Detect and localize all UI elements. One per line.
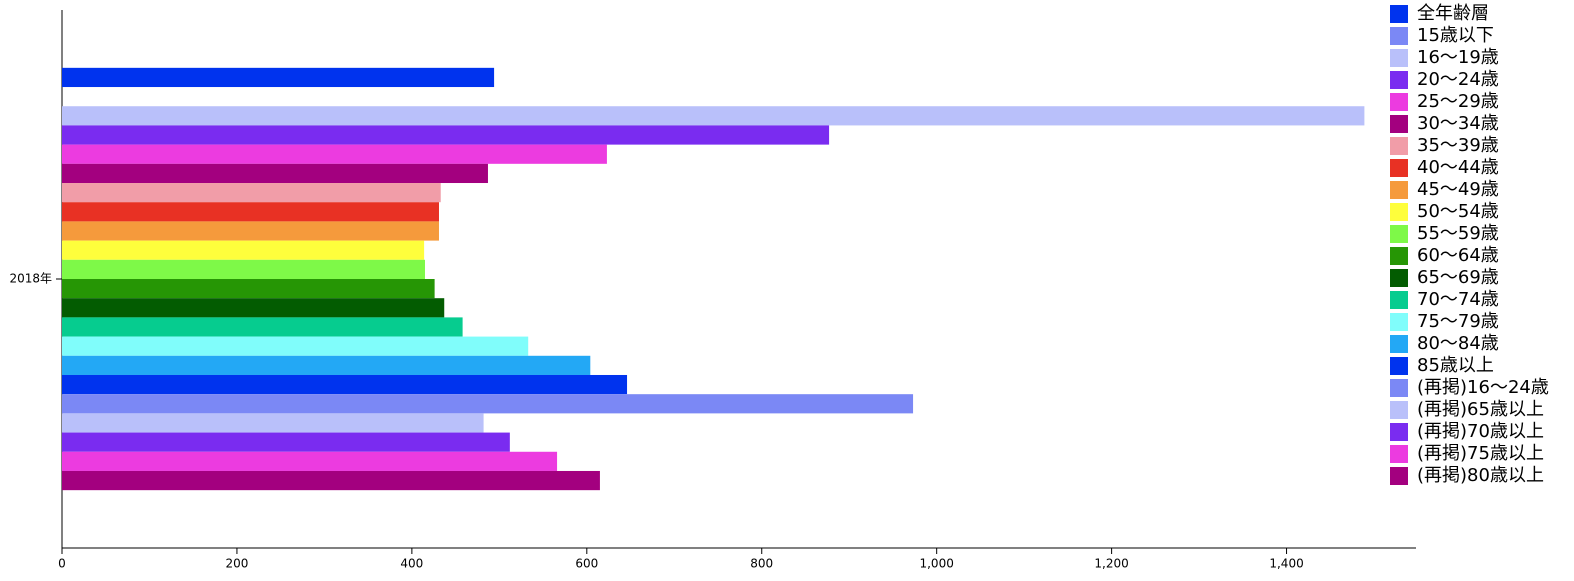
legend-label: (再掲)80歳以上	[1417, 465, 1544, 486]
legend-swatch	[1390, 5, 1408, 23]
legend-label: (再掲)75歳以上	[1417, 443, 1544, 464]
legend-swatch	[1390, 423, 1408, 441]
legend-swatch	[1390, 269, 1408, 287]
bar	[62, 336, 529, 356]
legend-swatch	[1390, 71, 1408, 89]
x-tick-label: 400	[400, 557, 423, 571]
bar	[62, 432, 510, 452]
bar	[62, 259, 425, 279]
bar	[62, 470, 600, 491]
x-tick-label: 200	[225, 557, 248, 571]
legend-swatch	[1390, 115, 1408, 133]
legend-label: 15歳以下	[1417, 25, 1494, 46]
legend-label: 25〜29歳	[1417, 91, 1499, 112]
y-tick-label: 2018年	[9, 272, 52, 286]
legend-label: 55〜59歳	[1417, 223, 1499, 244]
bar	[62, 202, 439, 222]
x-tick-label: 600	[575, 557, 598, 571]
legend-swatch	[1390, 247, 1408, 265]
legend-label: 65〜69歳	[1417, 267, 1499, 288]
bar	[62, 183, 441, 203]
legend-label: 35〜39歳	[1417, 135, 1499, 156]
x-tick-label: 800	[750, 557, 773, 571]
legend-swatch	[1390, 357, 1408, 375]
bar	[62, 240, 425, 260]
legend-label: (再掲)65歳以上	[1417, 399, 1544, 420]
legend-swatch	[1390, 181, 1408, 199]
bar	[62, 221, 439, 241]
legend-label: (再掲)16〜24歳	[1417, 377, 1549, 398]
legend-swatch	[1390, 137, 1408, 155]
legend-label: 45〜49歳	[1417, 179, 1499, 200]
legend-label: 16〜19歳	[1417, 47, 1499, 68]
legend-label: 30〜34歳	[1417, 113, 1499, 134]
legend-swatch	[1390, 335, 1408, 353]
legend-swatch	[1390, 313, 1408, 331]
legend-label: (再掲)70歳以上	[1417, 421, 1544, 442]
bar	[62, 144, 607, 164]
bar	[62, 355, 591, 375]
legend-label: 85歳以上	[1417, 355, 1494, 376]
bar	[62, 394, 914, 414]
x-tick-label: 1,200	[1094, 557, 1128, 571]
bar	[62, 413, 484, 433]
legend-swatch	[1390, 93, 1408, 111]
legend-swatch	[1390, 401, 1408, 419]
legend-swatch	[1390, 27, 1408, 45]
bar	[62, 451, 558, 471]
legend-label: 全年齢層	[1417, 3, 1489, 24]
x-tick-label: 1,400	[1269, 557, 1303, 571]
legend-label: 80〜84歳	[1417, 333, 1499, 354]
legend-swatch	[1390, 49, 1408, 67]
legend-swatch	[1390, 445, 1408, 463]
x-tick-label: 1,000	[919, 557, 953, 571]
legend-swatch	[1390, 291, 1408, 309]
legend-label: 70〜74歳	[1417, 289, 1499, 310]
bar	[62, 106, 1365, 126]
bar	[62, 374, 628, 395]
x-tick-label: 0	[58, 557, 66, 571]
bar	[62, 125, 830, 145]
legend-swatch	[1390, 159, 1408, 177]
legend-label: 75〜79歳	[1417, 311, 1499, 332]
legend-label: 60〜64歳	[1417, 245, 1499, 266]
bar	[62, 279, 435, 299]
bar	[62, 163, 488, 184]
legend-label: 40〜44歳	[1417, 157, 1499, 178]
legend-swatch	[1390, 203, 1408, 221]
legend-swatch	[1390, 379, 1408, 397]
bar	[62, 67, 495, 88]
legend-label: 50〜54歳	[1417, 201, 1499, 222]
legend-swatch	[1390, 225, 1408, 243]
legend-swatch	[1390, 467, 1408, 485]
bar	[62, 317, 463, 337]
bar	[62, 298, 445, 318]
legend-label: 20〜24歳	[1417, 69, 1499, 90]
